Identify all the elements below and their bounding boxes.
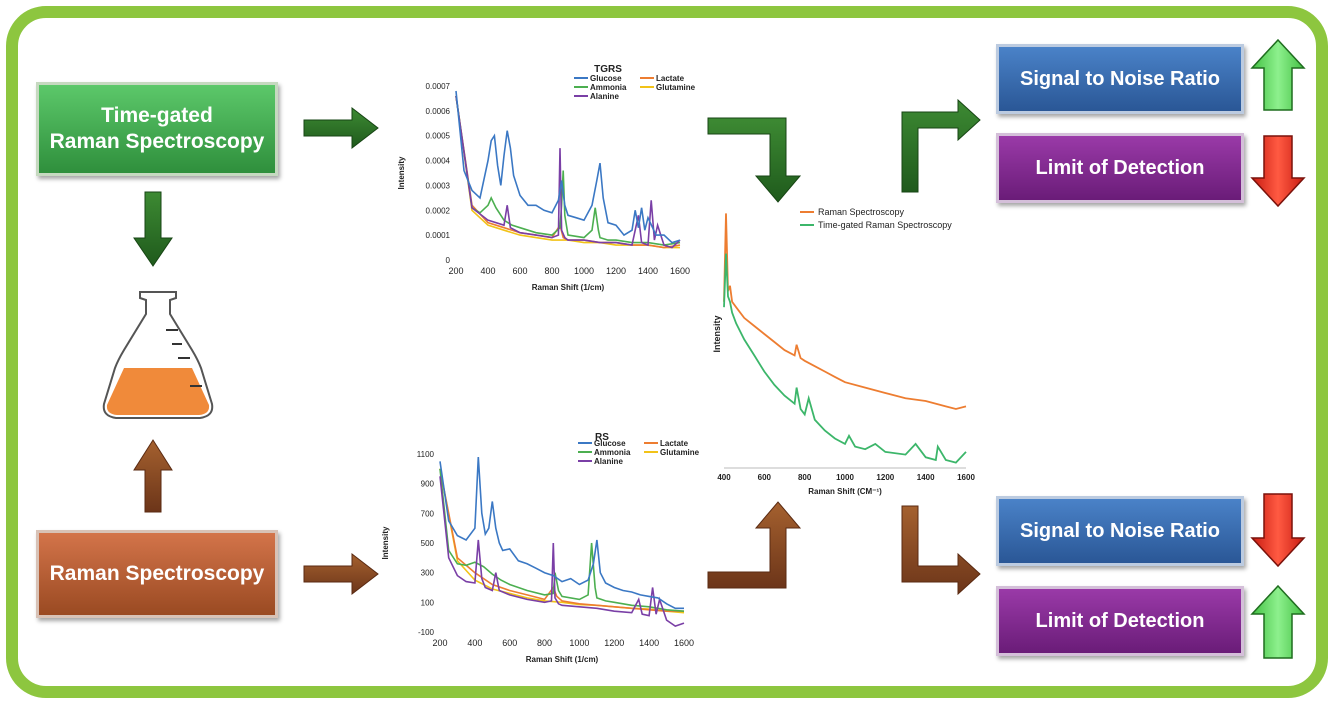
- rs-box-label: Raman Spectroscopy: [49, 561, 265, 585]
- x-tick-label: 600: [758, 473, 772, 482]
- x-tick-label: 800: [798, 473, 812, 482]
- y-tick-label: 100: [421, 598, 435, 607]
- y-tick-label: 0.0002: [426, 206, 451, 215]
- lod-top-label: Limit of Detection: [1035, 156, 1205, 179]
- snr-bottom-label: Signal to Noise Ratio: [1019, 519, 1221, 542]
- green-frame: [6, 6, 1328, 698]
- series-line-glucose: [439, 456, 684, 610]
- x-tick-label: 800: [544, 266, 559, 276]
- legend-label-lactate: Lactate: [660, 439, 689, 448]
- x-tick-label: 1200: [604, 638, 624, 648]
- legend-label-raman-spectroscopy: Raman Spectroscopy: [818, 207, 905, 217]
- series-line-raman-spectroscopy: [723, 213, 967, 410]
- tgrs-chart: TGRS 200 400 600 800 1000 1200 1400 1600 0 0.0001 0…: [397, 64, 696, 292]
- arrow-rs-to-chart: [303, 552, 379, 596]
- arrow-tgrs-to-comparison: [707, 117, 802, 203]
- rs-box: Raman Spectroscopy: [36, 530, 278, 618]
- lod-top-down-arrow: [1250, 135, 1306, 208]
- legend-label-glutamine: Glutamine: [656, 83, 696, 92]
- y-tick-label: 0.0007: [426, 82, 451, 91]
- snr-top-label: Signal to Noise Ratio: [1019, 67, 1221, 90]
- chart-title: TGRS: [594, 64, 622, 75]
- legend-label-glucose: Glucose: [590, 74, 622, 83]
- x-tick-label: 800: [537, 638, 552, 648]
- legend-label-alanine: Alanine: [594, 457, 623, 466]
- lod-top-box: Limit of Detection: [996, 133, 1244, 203]
- x-tick-label: 1400: [639, 638, 659, 648]
- y-tick-label: 0.0005: [426, 132, 451, 141]
- lod-bottom-label: Limit of Detection: [1035, 609, 1205, 632]
- series-line-glucose: [455, 90, 681, 244]
- legend-label-ammonia: Ammonia: [590, 83, 627, 92]
- x-tick-label: 1600: [670, 266, 690, 276]
- series-line-lactate: [455, 95, 681, 249]
- tgrs-box: Time-gated Raman Spectroscopy: [36, 82, 278, 176]
- series-line-alanine: [455, 95, 681, 249]
- series-line-alanine: [439, 476, 685, 627]
- x-tick-label: 1000: [836, 473, 854, 482]
- x-tick-label: 400: [467, 638, 482, 648]
- y-tick-label: 0.0003: [426, 181, 451, 190]
- x-axis-label: Raman Shift (1/cm): [532, 283, 605, 292]
- y-axis-label: Intensity: [712, 315, 722, 352]
- x-tick-label: 1200: [876, 473, 894, 482]
- arrow-rs-to-flask: [133, 439, 173, 513]
- x-tick-label: 600: [502, 638, 517, 648]
- x-tick-label: 1200: [606, 266, 626, 276]
- arrow-tgrs-to-flask: [133, 191, 173, 267]
- x-axis-label: Raman Shift (1/cm): [526, 655, 599, 664]
- tgrs-box-line1: Time-gated: [101, 103, 213, 127]
- series-line-ammonia: [455, 95, 681, 246]
- x-tick-label: 200: [432, 638, 447, 648]
- x-tick-label: 1400: [917, 473, 935, 482]
- y-axis-label: Intensity: [381, 526, 390, 559]
- series-line-lactate: [439, 468, 684, 612]
- legend-label-glutamine: Glutamine: [660, 448, 700, 457]
- chart-title: RS: [595, 432, 609, 443]
- snr-bottom-box: Signal to Noise Ratio: [996, 496, 1244, 566]
- legend-label-glucose: Glucose: [594, 439, 626, 448]
- legend-label-lactate: Lactate: [656, 74, 685, 83]
- x-tick-label: 400: [480, 266, 495, 276]
- y-axis-label: Intensity: [397, 156, 406, 189]
- flask-icon: [102, 291, 214, 419]
- lod-bottom-up-arrow: [1250, 584, 1306, 659]
- snr-top-box: Signal to Noise Ratio: [996, 44, 1244, 114]
- arrow-rs-to-comparison: [707, 501, 802, 589]
- rs-chart: RS 200 400 600 800 1000 1200 1400 1600 -100 100 300…: [381, 432, 700, 664]
- arrow-comparison-to-bottom-results: [901, 505, 981, 596]
- x-tick-label: 400: [717, 473, 731, 482]
- series-line-time-gated-raman-spectroscopy: [723, 253, 967, 464]
- y-tick-label: -100: [418, 628, 435, 637]
- legend-label-ammonia: Ammonia: [594, 448, 631, 457]
- y-tick-label: 500: [421, 539, 435, 548]
- x-tick-label: 1600: [957, 473, 975, 482]
- y-tick-label: 1100: [417, 450, 435, 459]
- x-tick-label: 600: [512, 266, 527, 276]
- arrow-comparison-to-top-results: [901, 98, 981, 193]
- lod-bottom-box: Limit of Detection: [996, 586, 1244, 656]
- tgrs-box-line2: Raman Spectroscopy: [49, 130, 265, 153]
- y-tick-label: 0.0006: [426, 107, 451, 116]
- snr-top-up-arrow: [1250, 38, 1306, 111]
- snr-bottom-down-arrow: [1250, 493, 1306, 568]
- x-tick-label: 1600: [674, 638, 694, 648]
- y-tick-label: 0.0001: [426, 231, 451, 240]
- x-tick-label: 1400: [638, 266, 658, 276]
- x-axis-label: Raman Shift (CM⁻¹): [808, 487, 882, 496]
- y-tick-label: 900: [421, 480, 435, 489]
- y-tick-label: 0: [446, 256, 451, 265]
- y-tick-label: 300: [421, 569, 435, 578]
- x-tick-label: 1000: [574, 266, 594, 276]
- y-tick-label: 0.0004: [426, 157, 451, 166]
- x-tick-label: 1000: [569, 638, 589, 648]
- legend-label-time-gated-raman-spectroscopy: Time-gated Raman Spectroscopy: [818, 220, 952, 230]
- arrow-tgrs-to-chart: [303, 106, 379, 150]
- x-tick-label: 200: [448, 266, 463, 276]
- y-tick-label: 700: [421, 509, 435, 518]
- legend-label-alanine: Alanine: [590, 92, 619, 101]
- comparison-chart: 400 600 800 1000 1200 1400 1600 Raman Shift (CM…: [712, 207, 975, 496]
